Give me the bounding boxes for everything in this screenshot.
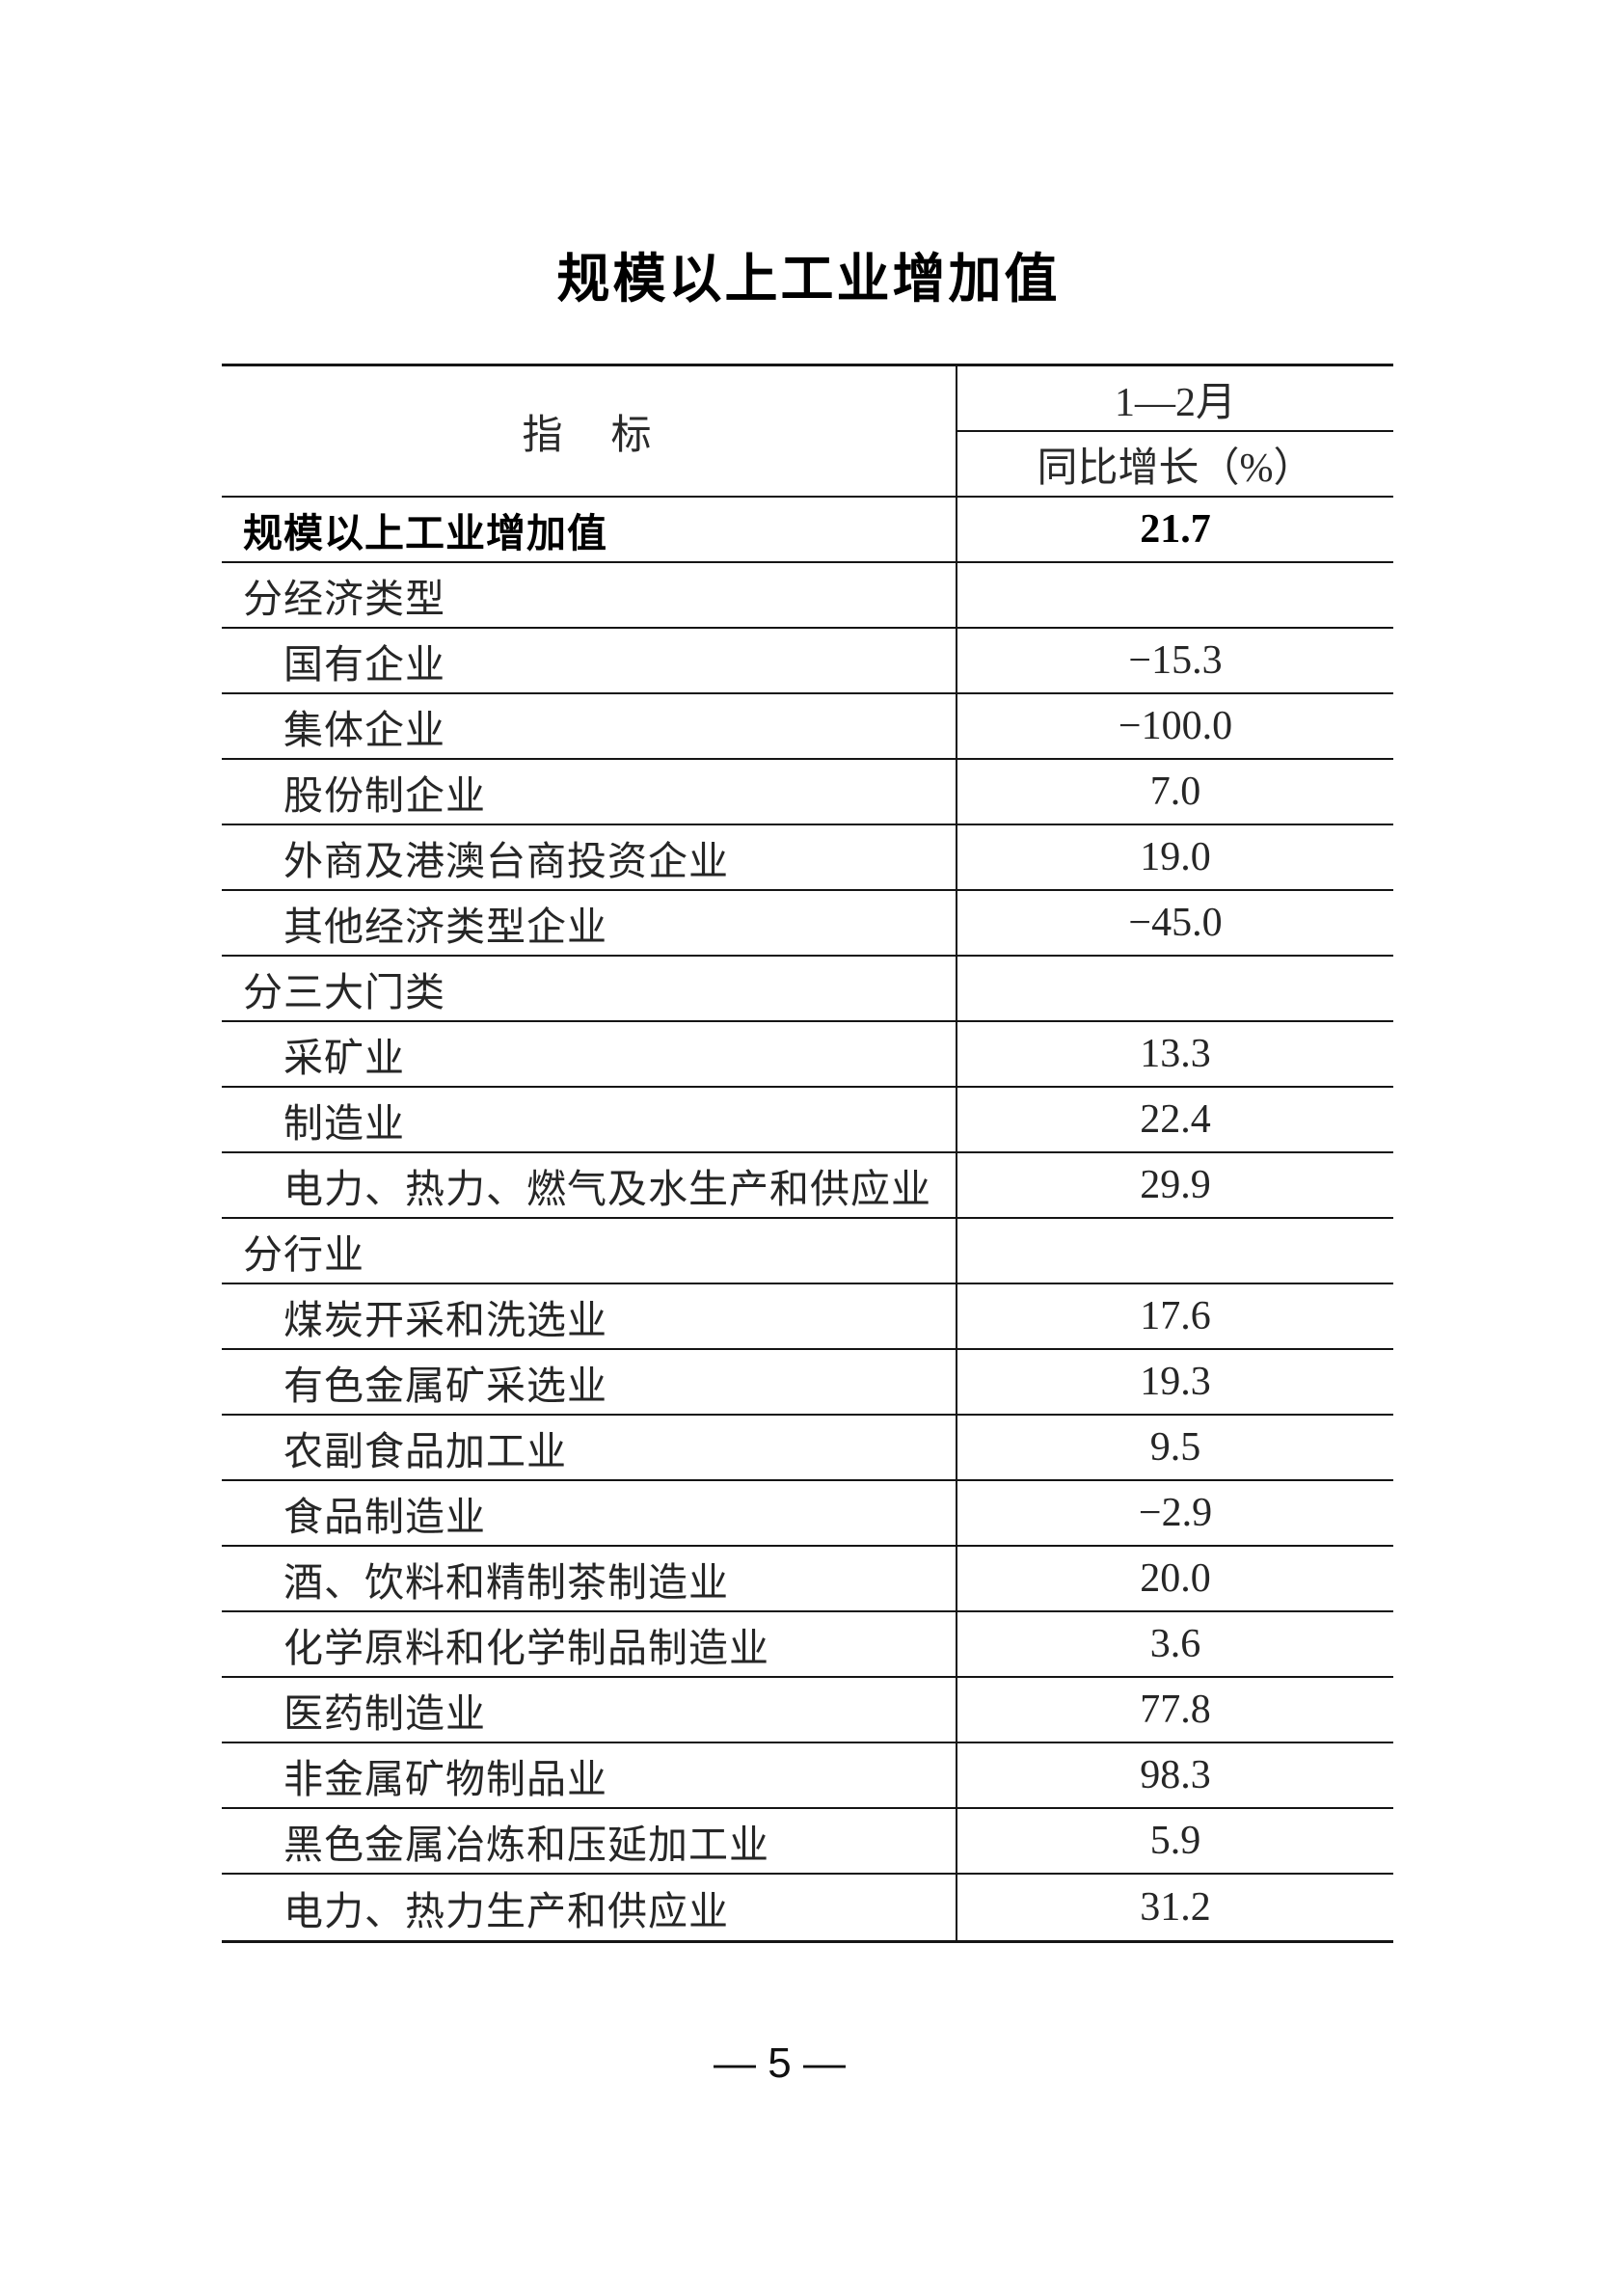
row-label: 分行业 [243,1232,364,1277]
row-value: 20.0 [956,1547,1393,1610]
page-number: — 5 — [714,2039,846,2087]
row-value [956,957,1393,1020]
row-label: 化学原料和化学制品制造业 [283,1626,769,1670]
table-row: 分经济类型 [222,563,1393,629]
table-row: 分行业 [222,1219,1393,1284]
row-label: 酒、饮料和精制茶制造业 [283,1560,729,1605]
table-row: 分三大门类 [222,957,1393,1022]
row-value: 13.3 [956,1022,1393,1086]
row-value [956,1219,1393,1283]
row-value: −15.3 [956,629,1393,692]
table-header: 指 标 1—2月 同比增长（%） [222,366,1393,498]
table-row: 外商及港澳台商投资企业 19.0 [222,825,1393,891]
table-row: 其他经济类型企业 −45.0 [222,891,1393,957]
row-label: 分经济类型 [243,577,445,621]
row-value: −100.0 [956,694,1393,758]
table-row: 股份制企业 7.0 [222,760,1393,825]
table-row: 黑色金属冶炼和压延加工业 5.9 [222,1809,1393,1875]
header-period: 1—2月 [957,366,1393,432]
row-label: 有色金属矿采选业 [283,1364,607,1408]
table-row: 煤炭开采和洗选业 17.6 [222,1284,1393,1350]
row-label: 规模以上工业增加值 [243,511,607,555]
page-title: 规模以上工业增加值 [556,249,1061,309]
table-row: 农副食品加工业 9.5 [222,1416,1393,1481]
table-row: 医药制造业 77.8 [222,1678,1393,1743]
table-row: 化学原料和化学制品制造业 3.6 [222,1612,1393,1678]
table-row: 食品制造业 −2.9 [222,1481,1393,1547]
table-row: 国有企业 −15.3 [222,629,1393,694]
row-label: 采矿业 [283,1036,405,1080]
row-value: 21.7 [956,498,1393,561]
row-value [956,563,1393,627]
table-row: 采矿业 13.3 [222,1022,1393,1088]
row-value: 98.3 [956,1743,1393,1807]
row-value: 29.9 [956,1153,1393,1217]
table-row: 集体企业 −100.0 [222,694,1393,760]
row-label: 外商及港澳台商投资企业 [283,839,729,883]
row-label: 医药制造业 [283,1691,486,1736]
row-label: 分三大门类 [243,970,445,1014]
header-value-column: 1—2月 同比增长（%） [956,366,1393,496]
row-value: 7.0 [956,760,1393,824]
row-value: 19.3 [956,1350,1393,1414]
row-label: 非金属矿物制品业 [283,1757,607,1801]
row-value: 31.2 [956,1875,1393,1940]
table-row: 规模以上工业增加值 21.7 [222,498,1393,563]
industry-added-value-table: 指 标 1—2月 同比增长（%） 规模以上工业增加值 21.7 分经济类型 国有… [222,364,1393,1943]
row-label: 电力、热力生产和供应业 [283,1889,729,1933]
row-label: 食品制造业 [283,1495,486,1539]
row-value: 9.5 [956,1416,1393,1479]
row-label: 电力、热力、燃气及水生产和供应业 [283,1167,931,1211]
row-label: 黑色金属冶炼和压延加工业 [283,1823,769,1867]
table-row: 电力、热力生产和供应业 31.2 [222,1875,1393,1940]
table-row: 酒、饮料和精制茶制造业 20.0 [222,1547,1393,1612]
row-value: 3.6 [956,1612,1393,1676]
row-value: 77.8 [956,1678,1393,1742]
row-value: 19.0 [956,825,1393,889]
row-label: 股份制企业 [283,773,486,818]
table-row: 电力、热力、燃气及水生产和供应业 29.9 [222,1153,1393,1219]
header-indicator: 指 标 [522,413,656,458]
table-row: 有色金属矿采选业 19.3 [222,1350,1393,1416]
row-value: −45.0 [956,891,1393,955]
row-value: −2.9 [956,1481,1393,1545]
table-row: 非金属矿物制品业 98.3 [222,1743,1393,1809]
row-value: 22.4 [956,1088,1393,1151]
row-label: 其他经济类型企业 [283,905,607,949]
row-label: 国有企业 [283,642,445,687]
table-row: 制造业 22.4 [222,1088,1393,1153]
header-yoy-growth: 同比增长（%） [1037,446,1314,491]
row-label: 农副食品加工业 [283,1429,567,1473]
row-label: 煤炭开采和洗选业 [283,1298,607,1342]
row-label: 制造业 [283,1101,405,1146]
row-value: 17.6 [956,1284,1393,1348]
row-label: 集体企业 [283,708,445,752]
table-body: 规模以上工业增加值 21.7 分经济类型 国有企业 −15.3 集体企业 −10… [222,498,1393,1940]
row-value: 5.9 [956,1809,1393,1873]
